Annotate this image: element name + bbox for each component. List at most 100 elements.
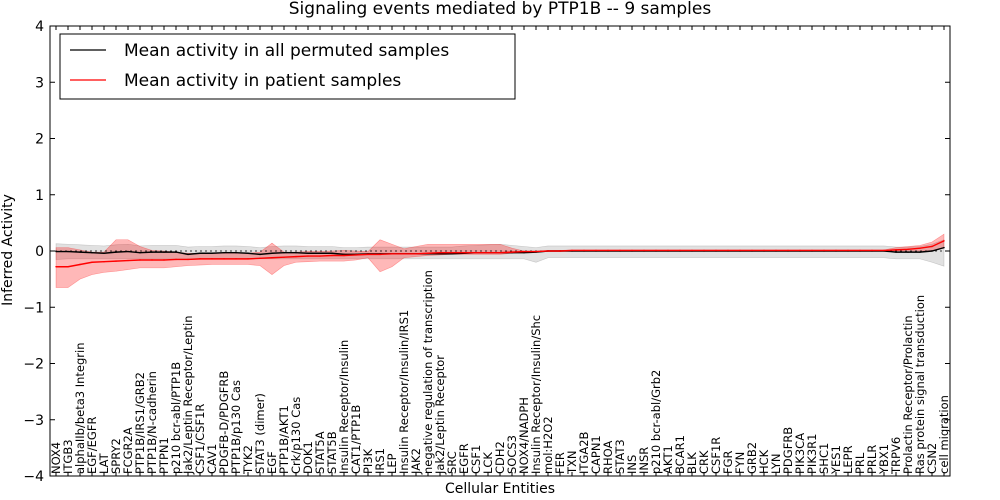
x-tick-label: negative regulation of transcription xyxy=(421,270,435,474)
x-tick-label: PIK3CA xyxy=(793,433,807,474)
data-point xyxy=(895,249,897,251)
x-tick-label: NOX4/NADPH xyxy=(517,397,531,474)
data-point xyxy=(931,245,933,248)
data-point xyxy=(907,251,909,253)
x-tick-label: PRL xyxy=(853,452,867,474)
data-point xyxy=(547,250,549,252)
legend: Mean activity in all permuted samples Me… xyxy=(59,33,516,100)
band-patient xyxy=(55,233,945,288)
data-point xyxy=(91,261,93,263)
data-point xyxy=(943,240,945,242)
x-tick-label: YBX1 xyxy=(877,444,891,475)
x-tick-label: TRPV6 xyxy=(889,437,903,475)
data-point xyxy=(235,251,237,254)
x-tick-label: GRB2 xyxy=(745,442,759,474)
x-tick-label: LEPR xyxy=(841,445,855,474)
data-point xyxy=(259,253,261,256)
data-point xyxy=(919,251,921,253)
x-tick-label: SHC1 xyxy=(817,443,831,474)
data-point xyxy=(859,249,861,252)
data-point xyxy=(139,259,141,261)
x-tick-label: PTP1B/AKT1 xyxy=(277,405,291,474)
x-tick-label: LAT xyxy=(97,452,111,474)
data-point xyxy=(415,253,417,255)
x-tick-label: PTP1B/IRS1/GRB2 xyxy=(133,372,147,474)
x-tick-label: INSR xyxy=(637,447,651,474)
data-point xyxy=(523,250,525,253)
data-point xyxy=(199,258,201,260)
x-tick-label: RHOA xyxy=(601,441,615,474)
data-point xyxy=(847,249,849,252)
data-point xyxy=(763,249,765,252)
data-point xyxy=(403,253,405,255)
data-point xyxy=(151,259,153,261)
x-tick-label: CAPN1 xyxy=(589,435,603,474)
x-tick-label: Crk/p130 Cas xyxy=(289,397,303,474)
x-tick-label: LYN xyxy=(769,453,783,474)
data-point xyxy=(283,256,285,258)
legend-box xyxy=(59,33,516,100)
x-tick-label: IRS1 xyxy=(373,448,387,474)
x-tick-label: STAT3 (dimer) xyxy=(253,393,267,474)
x-tick-label: p210 bcr-abl/Grb2 xyxy=(649,370,663,474)
data-point xyxy=(259,257,261,260)
data-point xyxy=(499,251,501,254)
y-tick-label: −1 xyxy=(23,300,44,316)
data-point xyxy=(343,254,345,257)
data-point xyxy=(595,249,597,252)
data-point xyxy=(535,250,537,253)
data-point xyxy=(271,252,273,254)
data-point xyxy=(619,249,621,252)
data-point xyxy=(67,250,69,253)
x-tick-label: LCK xyxy=(481,452,495,474)
data-point xyxy=(127,259,129,262)
x-tick-label: CAT1/PTP1B xyxy=(349,405,363,474)
x-tick-label: FYN xyxy=(733,452,747,474)
data-point xyxy=(775,249,777,252)
x-tick-label: PTP1B/N-cadherin xyxy=(145,371,159,474)
data-point xyxy=(271,257,273,259)
data-point xyxy=(379,253,381,256)
data-point xyxy=(823,249,825,252)
data-point xyxy=(523,251,525,254)
data-point xyxy=(247,252,249,254)
data-point xyxy=(247,258,249,260)
x-tick-label: STAT3 xyxy=(613,439,627,474)
data-point xyxy=(571,249,573,252)
x-tick-label: FGR xyxy=(721,450,735,474)
data-point xyxy=(91,251,93,254)
x-tick-label: PDGFRB xyxy=(781,427,795,474)
data-point xyxy=(511,251,513,253)
data-point xyxy=(427,252,429,254)
x-tick-label: TYK2 xyxy=(241,445,255,475)
data-point xyxy=(439,253,441,255)
data-point xyxy=(631,249,633,252)
data-point xyxy=(931,250,933,252)
data-point xyxy=(283,251,285,254)
data-point xyxy=(115,260,117,262)
x-tick-label: Prolactin Receptor/Prolactin xyxy=(901,315,915,474)
y-tick-label: 1 xyxy=(35,188,44,204)
x-tick-label: CRK xyxy=(697,450,711,474)
data-point xyxy=(103,260,105,263)
legend-label-patient: Mean activity in patient samples xyxy=(124,71,401,91)
x-tick-label: AKT1 xyxy=(661,445,675,474)
data-point xyxy=(475,251,477,254)
data-point xyxy=(127,250,129,253)
data-point xyxy=(223,251,225,254)
x-tick-label: FER xyxy=(553,452,567,474)
data-point xyxy=(943,246,945,249)
data-point xyxy=(307,255,309,257)
x-tick-label: EGF xyxy=(265,451,279,474)
data-point xyxy=(907,248,909,251)
data-point xyxy=(655,249,657,252)
data-point xyxy=(391,253,393,255)
x-tick-label: INS xyxy=(625,455,639,474)
x-tick-label: ITGB3 xyxy=(61,439,75,474)
data-point xyxy=(79,251,81,253)
data-point xyxy=(319,255,321,257)
x-tick-label: EGF/EGFR xyxy=(85,417,99,474)
y-tick-label: −4 xyxy=(23,469,44,485)
